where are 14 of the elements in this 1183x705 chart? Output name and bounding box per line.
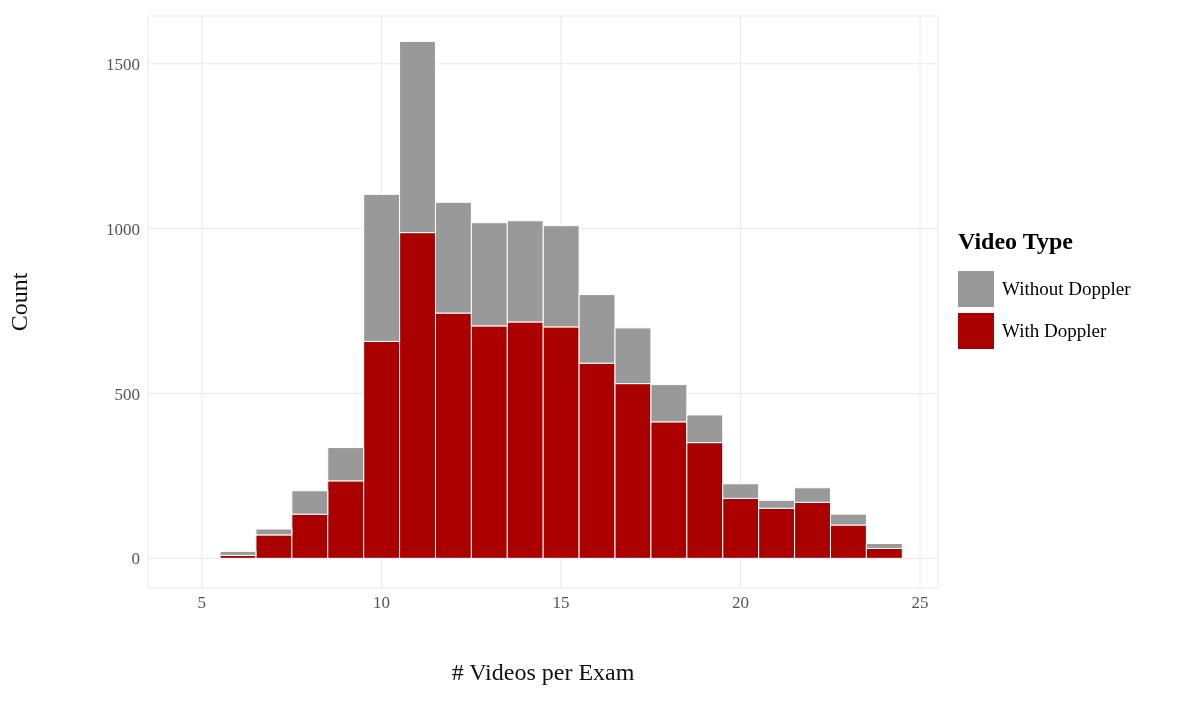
x-tick-label: 15: [552, 593, 570, 613]
x-tick-label: 10: [372, 593, 390, 613]
legend-label: Without Doppler: [1002, 278, 1131, 300]
x-tick-label: 20: [732, 593, 749, 613]
x-tick-label: 5: [197, 593, 207, 613]
x-axis-title: # Videos per Exam: [451, 659, 635, 685]
y-tick-label: 500: [114, 384, 140, 404]
legend-title: Video Type: [958, 228, 1074, 255]
legend-label: With Doppler: [1002, 320, 1107, 342]
x-tick-label: 25: [911, 593, 929, 613]
y-tick-label: 1000: [106, 219, 140, 239]
y-tick-label: 1500: [106, 54, 140, 74]
y-axis-title: Count: [5, 272, 32, 332]
y-tick-label: 0: [131, 549, 140, 569]
